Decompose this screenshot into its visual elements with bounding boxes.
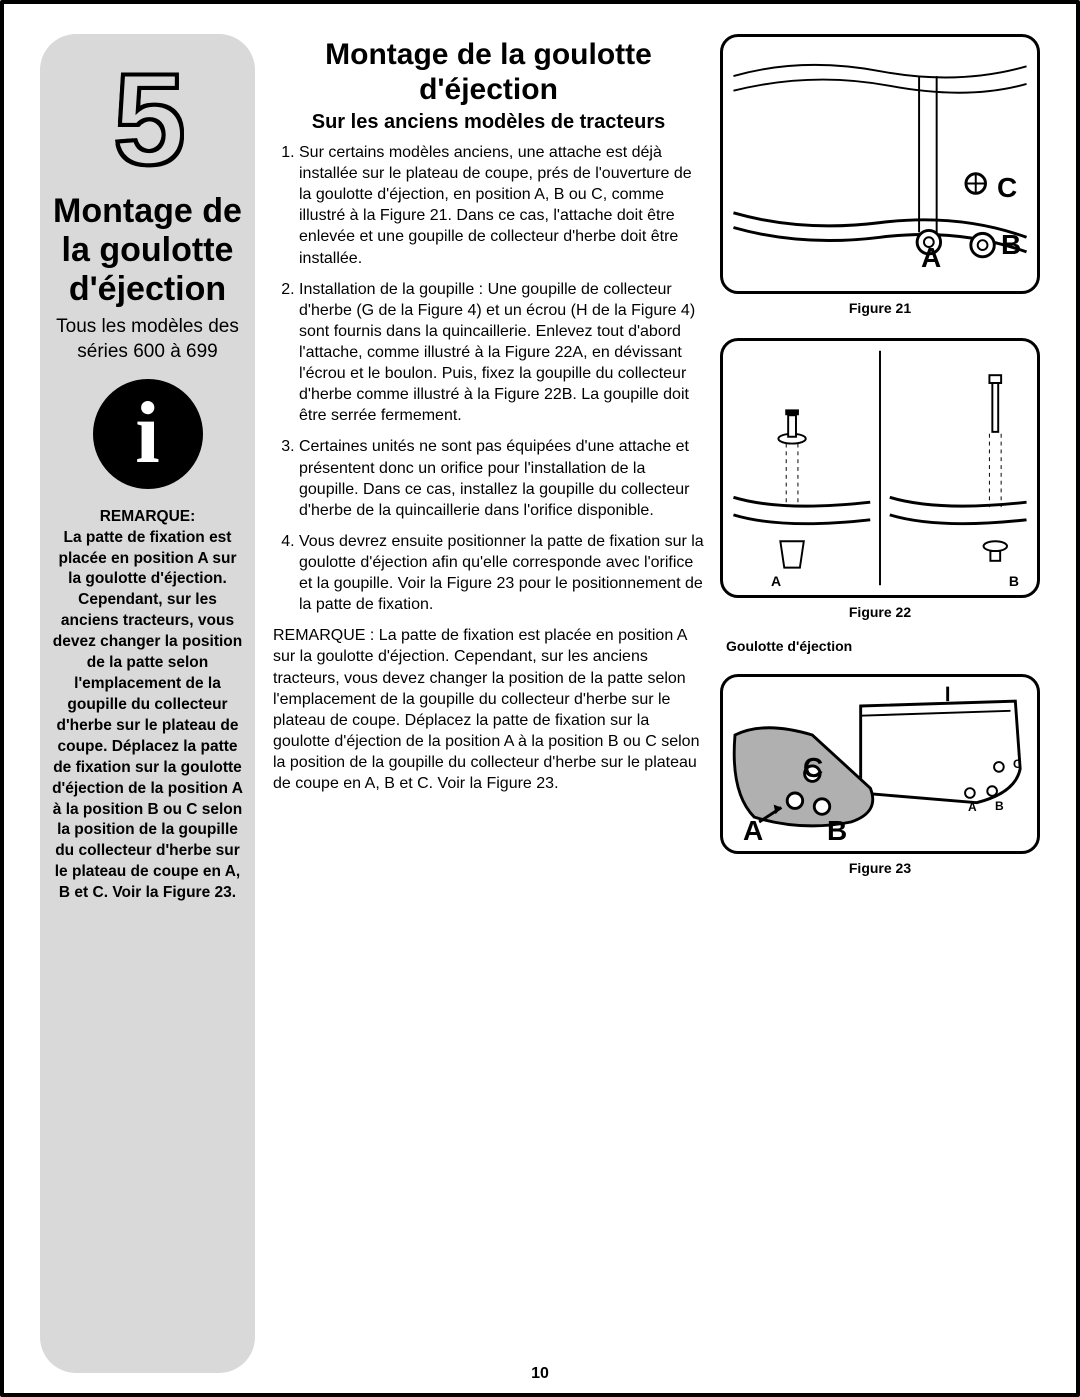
main-title: Montage de la goulotte d'éjection <box>273 38 704 107</box>
figure-21-label-c: C <box>997 172 1017 204</box>
step-list: Sur certains modèles anciens, une attach… <box>273 142 704 615</box>
sidebar-subtitle: Tous les modèles des séries 600 à 699 <box>50 315 245 364</box>
figure-22-svg <box>723 341 1037 595</box>
figure-23-svg <box>723 677 1037 851</box>
figure-23: A B C A B C <box>720 674 1040 854</box>
sidebar: 5 Montage de la goulotte d'éjection Tous… <box>40 34 255 1373</box>
figure-23-label-c: C <box>803 752 823 784</box>
main-content: Montage de la goulotte d'éjection Sur le… <box>273 34 1040 1373</box>
figure-21-label-b: B <box>1001 229 1021 261</box>
step-item: Sur certains modèles anciens, une attach… <box>299 142 704 269</box>
figure-23-small-c: C <box>1013 757 1022 771</box>
body-note: REMARQUE : La patte de fixation est plac… <box>273 625 704 794</box>
figure-23-label-b: B <box>827 815 847 847</box>
main-subtitle: Sur les anciens modèles de tracteurs <box>273 111 704 134</box>
step-item: Installation de la goupille : Une goupil… <box>299 279 704 427</box>
figure-21-svg <box>723 37 1037 291</box>
note-body: La patte de fixation est placée en posit… <box>52 529 243 902</box>
figure-22-caption: Figure 22 <box>720 604 1040 620</box>
figure-23-caption: Figure 23 <box>720 860 1040 876</box>
step-number: 5 <box>50 54 245 184</box>
page-columns: 5 Montage de la goulotte d'éjection Tous… <box>40 34 1040 1373</box>
info-icon: i <box>93 379 203 489</box>
figure-21: A B C <box>720 34 1040 294</box>
figure-23-small-b: B <box>995 799 1004 813</box>
page-number: 10 <box>4 1365 1076 1383</box>
text-column: Montage de la goulotte d'éjection Sur le… <box>273 34 704 1373</box>
figure-23-label-a: A <box>743 815 763 847</box>
sidebar-title: Montage de la goulotte d'éjection <box>50 192 245 309</box>
step-item: Certaines unités ne sont pas équipées d'… <box>299 436 704 520</box>
figure-22: A B <box>720 338 1040 598</box>
figure-23-heading: Goulotte d'éjection <box>720 638 1040 654</box>
figure-22-label-a: A <box>771 573 781 589</box>
page: 5 Montage de la goulotte d'éjection Tous… <box>0 0 1080 1397</box>
figure-23-small-a: A <box>968 800 977 814</box>
figure-21-caption: Figure 21 <box>720 300 1040 316</box>
figure-column: A B C Figure 21 <box>720 34 1040 1373</box>
note-heading: REMARQUE: <box>100 508 196 525</box>
figure-22-label-b: B <box>1009 573 1019 589</box>
step-item: Vous devrez ensuite positionner la patte… <box>299 531 704 615</box>
sidebar-note: REMARQUE: La patte de fixation est placé… <box>50 507 245 905</box>
figure-21-label-a: A <box>921 242 941 274</box>
